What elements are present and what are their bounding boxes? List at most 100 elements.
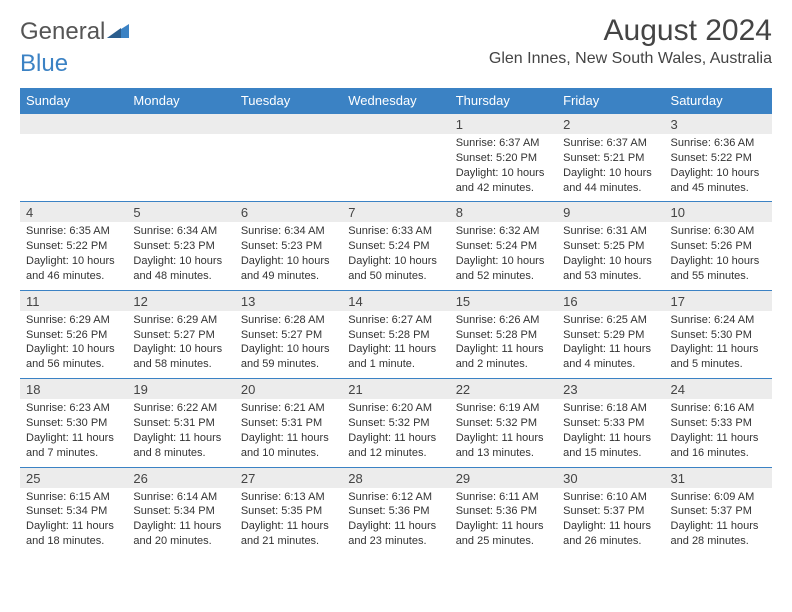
daylight: Daylight: 10 hours and 59 minutes. xyxy=(241,342,336,372)
daylight: Daylight: 10 hours and 44 minutes. xyxy=(563,166,658,196)
day-number: 21 xyxy=(342,379,449,400)
sunset: Sunset: 5:37 PM xyxy=(671,504,766,519)
day-cell: Sunrise: 6:16 AMSunset: 5:33 PMDaylight:… xyxy=(665,399,772,467)
day-cell: Sunrise: 6:30 AMSunset: 5:26 PMDaylight:… xyxy=(665,222,772,290)
day-cell: Sunrise: 6:23 AMSunset: 5:30 PMDaylight:… xyxy=(20,399,127,467)
day-cell xyxy=(342,134,449,202)
daylight: Daylight: 11 hours and 18 minutes. xyxy=(26,519,121,549)
daylight: Daylight: 11 hours and 5 minutes. xyxy=(671,342,766,372)
day-number: 13 xyxy=(235,290,342,311)
sunset: Sunset: 5:30 PM xyxy=(26,416,121,431)
day-number: 22 xyxy=(450,379,557,400)
day-cell: Sunrise: 6:33 AMSunset: 5:24 PMDaylight:… xyxy=(342,222,449,290)
day-header: Saturday xyxy=(665,88,772,114)
sunset: Sunset: 5:30 PM xyxy=(671,328,766,343)
month-title: August 2024 xyxy=(489,14,772,48)
daylight: Daylight: 10 hours and 56 minutes. xyxy=(26,342,121,372)
day-cell: Sunrise: 6:11 AMSunset: 5:36 PMDaylight:… xyxy=(450,488,557,555)
sunrise: Sunrise: 6:34 AM xyxy=(133,224,228,239)
day-cell: Sunrise: 6:35 AMSunset: 5:22 PMDaylight:… xyxy=(20,222,127,290)
title-block: August 2024 Glen Innes, New South Wales,… xyxy=(489,14,772,68)
week-content-row: Sunrise: 6:37 AMSunset: 5:20 PMDaylight:… xyxy=(20,134,772,202)
day-cell: Sunrise: 6:10 AMSunset: 5:37 PMDaylight:… xyxy=(557,488,664,555)
day-header: Friday xyxy=(557,88,664,114)
day-header: Sunday xyxy=(20,88,127,114)
sunset: Sunset: 5:20 PM xyxy=(456,151,551,166)
brand-logo: General xyxy=(20,18,129,46)
week-number-row: 4 5 6 7 8 9 10 xyxy=(20,202,772,223)
sunset: Sunset: 5:33 PM xyxy=(563,416,658,431)
week-content-row: Sunrise: 6:35 AMSunset: 5:22 PMDaylight:… xyxy=(20,222,772,290)
brand-part1: General xyxy=(20,18,105,46)
day-cell: Sunrise: 6:32 AMSunset: 5:24 PMDaylight:… xyxy=(450,222,557,290)
sunrise: Sunrise: 6:29 AM xyxy=(133,313,228,328)
daylight: Daylight: 11 hours and 1 minute. xyxy=(348,342,443,372)
daylight: Daylight: 11 hours and 12 minutes. xyxy=(348,431,443,461)
week-number-row: 11 12 13 14 15 16 17 xyxy=(20,290,772,311)
daylight: Daylight: 10 hours and 45 minutes. xyxy=(671,166,766,196)
sunrise: Sunrise: 6:36 AM xyxy=(671,136,766,151)
calendar-table: Sunday Monday Tuesday Wednesday Thursday… xyxy=(20,88,772,555)
sunset: Sunset: 5:22 PM xyxy=(671,151,766,166)
day-number: 8 xyxy=(450,202,557,223)
sunrise: Sunrise: 6:22 AM xyxy=(133,401,228,416)
day-cell: Sunrise: 6:19 AMSunset: 5:32 PMDaylight:… xyxy=(450,399,557,467)
sunset: Sunset: 5:32 PM xyxy=(348,416,443,431)
sunset: Sunset: 5:37 PM xyxy=(563,504,658,519)
day-cell xyxy=(20,134,127,202)
sunrise: Sunrise: 6:35 AM xyxy=(26,224,121,239)
day-cell: Sunrise: 6:22 AMSunset: 5:31 PMDaylight:… xyxy=(127,399,234,467)
sunset: Sunset: 5:34 PM xyxy=(133,504,228,519)
daylight: Daylight: 11 hours and 23 minutes. xyxy=(348,519,443,549)
sunset: Sunset: 5:24 PM xyxy=(456,239,551,254)
day-number: 16 xyxy=(557,290,664,311)
sunset: Sunset: 5:26 PM xyxy=(671,239,766,254)
day-number: 6 xyxy=(235,202,342,223)
day-number: 14 xyxy=(342,290,449,311)
day-header: Thursday xyxy=(450,88,557,114)
sunrise: Sunrise: 6:34 AM xyxy=(241,224,336,239)
daylight: Daylight: 11 hours and 4 minutes. xyxy=(563,342,658,372)
day-cell xyxy=(127,134,234,202)
daylight: Daylight: 10 hours and 48 minutes. xyxy=(133,254,228,284)
day-number: 30 xyxy=(557,467,664,488)
sunset: Sunset: 5:36 PM xyxy=(456,504,551,519)
week-number-row: 18 19 20 21 22 23 24 xyxy=(20,379,772,400)
sunrise: Sunrise: 6:24 AM xyxy=(671,313,766,328)
day-cell: Sunrise: 6:25 AMSunset: 5:29 PMDaylight:… xyxy=(557,311,664,379)
sunrise: Sunrise: 6:30 AM xyxy=(671,224,766,239)
day-cell: Sunrise: 6:24 AMSunset: 5:30 PMDaylight:… xyxy=(665,311,772,379)
sunrise: Sunrise: 6:21 AM xyxy=(241,401,336,416)
day-cell: Sunrise: 6:29 AMSunset: 5:26 PMDaylight:… xyxy=(20,311,127,379)
location-subtitle: Glen Innes, New South Wales, Australia xyxy=(489,50,772,68)
daylight: Daylight: 11 hours and 21 minutes. xyxy=(241,519,336,549)
sunrise: Sunrise: 6:18 AM xyxy=(563,401,658,416)
day-number: 26 xyxy=(127,467,234,488)
day-cell: Sunrise: 6:18 AMSunset: 5:33 PMDaylight:… xyxy=(557,399,664,467)
daylight: Daylight: 11 hours and 7 minutes. xyxy=(26,431,121,461)
daylight: Daylight: 10 hours and 53 minutes. xyxy=(563,254,658,284)
sunrise: Sunrise: 6:37 AM xyxy=(456,136,551,151)
day-number: 5 xyxy=(127,202,234,223)
sunset: Sunset: 5:23 PM xyxy=(241,239,336,254)
sunset: Sunset: 5:32 PM xyxy=(456,416,551,431)
day-cell: Sunrise: 6:34 AMSunset: 5:23 PMDaylight:… xyxy=(127,222,234,290)
sunset: Sunset: 5:31 PM xyxy=(133,416,228,431)
brand-part2: Blue xyxy=(20,50,68,78)
day-number: 23 xyxy=(557,379,664,400)
sunrise: Sunrise: 6:25 AM xyxy=(563,313,658,328)
day-number xyxy=(127,114,234,135)
day-header: Monday xyxy=(127,88,234,114)
sunrise: Sunrise: 6:19 AM xyxy=(456,401,551,416)
sunrise: Sunrise: 6:11 AM xyxy=(456,490,551,505)
day-cell: Sunrise: 6:29 AMSunset: 5:27 PMDaylight:… xyxy=(127,311,234,379)
sunrise: Sunrise: 6:20 AM xyxy=(348,401,443,416)
sunset: Sunset: 5:31 PM xyxy=(241,416,336,431)
day-number xyxy=(342,114,449,135)
day-number: 10 xyxy=(665,202,772,223)
day-cell: Sunrise: 6:15 AMSunset: 5:34 PMDaylight:… xyxy=(20,488,127,555)
sunrise: Sunrise: 6:37 AM xyxy=(563,136,658,151)
sunset: Sunset: 5:25 PM xyxy=(563,239,658,254)
sunset: Sunset: 5:29 PM xyxy=(563,328,658,343)
sunrise: Sunrise: 6:27 AM xyxy=(348,313,443,328)
